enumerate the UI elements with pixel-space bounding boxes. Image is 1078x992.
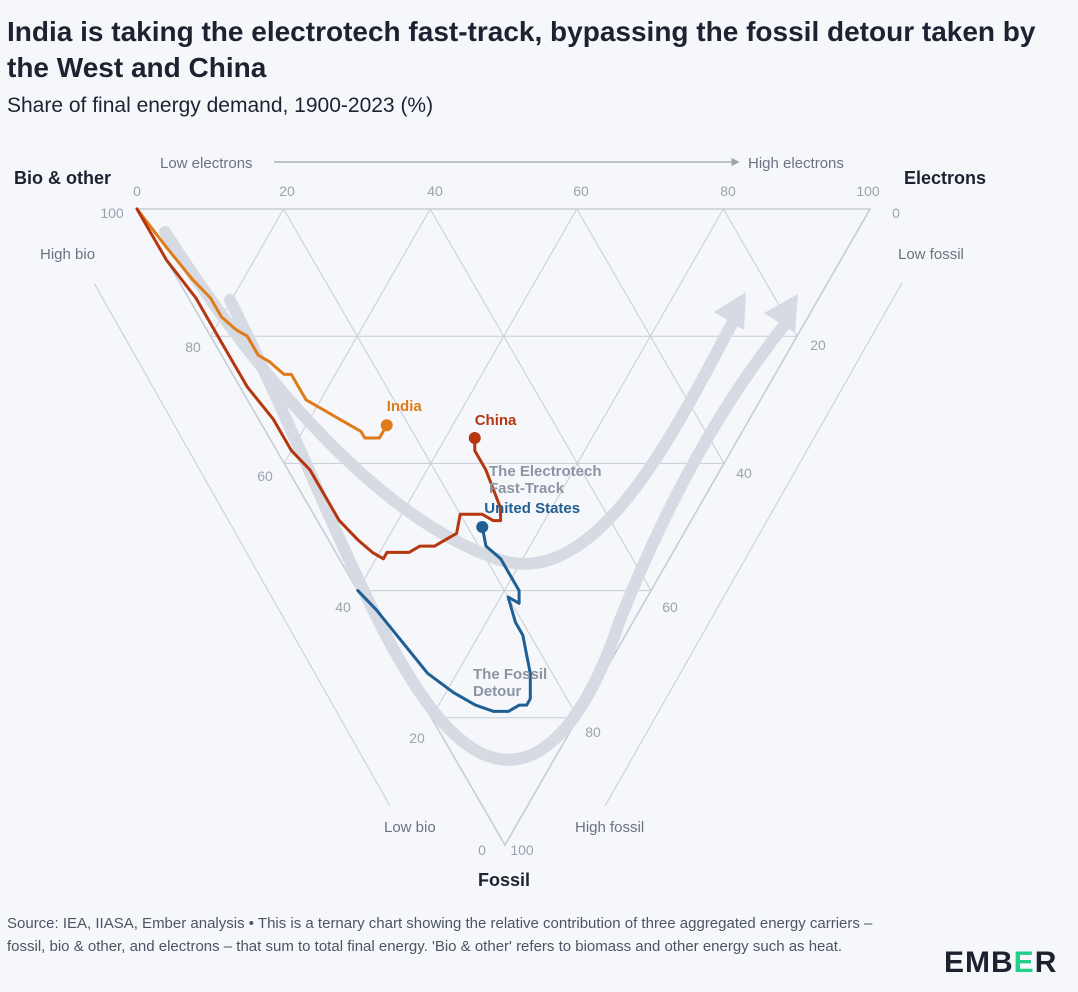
tick-bio-80: 80 bbox=[185, 339, 201, 355]
series-line-china bbox=[135, 207, 503, 561]
series-lines: India China United States bbox=[135, 207, 580, 713]
tick-electrons-40: 40 bbox=[427, 183, 443, 199]
logo-text-start: EMB bbox=[944, 946, 1014, 979]
logo-text-accent: E bbox=[1013, 946, 1035, 979]
series-label-united-states: United States bbox=[484, 500, 580, 517]
tick-electrons-80: 80 bbox=[720, 183, 736, 199]
chart-grid bbox=[93, 208, 903, 847]
tick-fossil-60: 60 bbox=[662, 599, 678, 615]
tick-bio-60: 60 bbox=[257, 468, 273, 484]
series-line-united-states bbox=[356, 525, 532, 713]
annotation-detour-line2: Detour bbox=[473, 683, 521, 700]
chart-subtitle: Share of final energy demand, 1900-2023 … bbox=[7, 94, 434, 117]
series-endpoint-china bbox=[468, 431, 481, 444]
series-line-india bbox=[135, 207, 389, 440]
axis-note-low-bio: Low bio bbox=[384, 819, 436, 836]
corner-label-fossil: Fossil bbox=[478, 870, 530, 890]
annotation-fasttrack-line2: Fast-Track bbox=[489, 480, 565, 497]
detour-arrowhead bbox=[764, 294, 798, 333]
corner-label-electrons: Electrons bbox=[904, 168, 986, 188]
series-label-india: India bbox=[387, 398, 423, 415]
gridline-bio-40 bbox=[357, 208, 578, 591]
tick-fossil-20: 20 bbox=[810, 337, 826, 353]
tick-fossil-100: 100 bbox=[510, 842, 534, 858]
axis-guide-fossil bbox=[604, 282, 903, 807]
logo-text-end: R bbox=[1034, 946, 1058, 979]
tick-electrons-20: 20 bbox=[279, 183, 295, 199]
fasttrack-arrowhead bbox=[714, 292, 746, 330]
corner-label-bio: Bio & other bbox=[14, 168, 111, 188]
tick-bio-40: 40 bbox=[335, 599, 351, 615]
axis-note-high-fossil: High fossil bbox=[575, 819, 644, 836]
tick-fossil-40: 40 bbox=[736, 465, 752, 481]
ternary-chart: India China United States Low electrons Hi… bbox=[14, 155, 986, 890]
tick-bio-100: 100 bbox=[100, 205, 124, 221]
gridline-electrons-40 bbox=[429, 208, 652, 591]
series-label-china: China bbox=[475, 412, 517, 429]
annotation-fasttrack-line1: The Electrotech bbox=[489, 463, 602, 480]
tick-bio-0: 0 bbox=[478, 842, 486, 858]
detour-guide-arrow bbox=[224, 294, 796, 766]
gridline-electrons-60 bbox=[576, 208, 725, 464]
series-endpoint-india bbox=[380, 419, 393, 432]
axis-guide-bio bbox=[93, 282, 391, 807]
tick-electrons-60: 60 bbox=[573, 183, 589, 199]
tick-fossil-80: 80 bbox=[585, 724, 601, 740]
tick-fossil-0: 0 bbox=[892, 205, 900, 221]
ember-logo: EMBER bbox=[944, 946, 1057, 980]
series-endpoint-united-states bbox=[476, 521, 489, 533]
axis-note-high-electrons: High electrons bbox=[748, 155, 844, 172]
axis-note-low-fossil: Low fossil bbox=[898, 246, 964, 263]
footer-source-note: Source: IEA, IIASA, Ember analysis • Thi… bbox=[7, 915, 873, 955]
tick-electrons-0: 0 bbox=[133, 183, 141, 199]
axis-note-low-electrons: Low electrons bbox=[160, 155, 253, 172]
annotation-detour-line1: The Fossil bbox=[473, 666, 547, 683]
chart-title: India is taking the electrotech fast-tra… bbox=[7, 16, 1036, 83]
fasttrack-guide-arrow bbox=[159, 226, 741, 570]
tick-bio-20: 20 bbox=[409, 730, 425, 746]
triangle-outline bbox=[135, 208, 872, 847]
axis-note-high-bio: High bio bbox=[40, 246, 95, 263]
tick-electrons-100: 100 bbox=[856, 183, 880, 199]
